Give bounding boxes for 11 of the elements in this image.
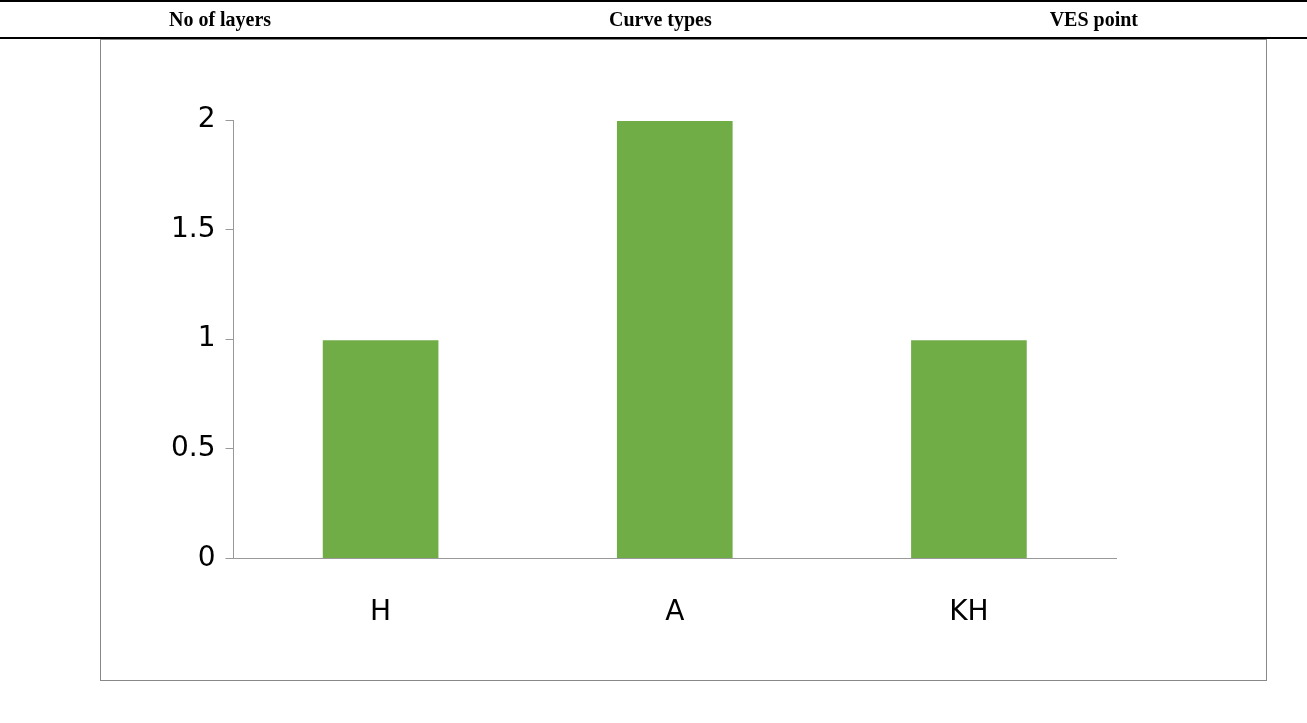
text: No of layers (168, 8, 272, 31)
x-tick-label: A (665, 594, 685, 628)
text: VES point (1049, 8, 1139, 31)
y-tick-label: 0 (197, 539, 216, 573)
y-tick-label: 1 (197, 320, 216, 354)
y-tick-label: 1.5 (171, 210, 216, 244)
y-tick-label: 0.5 (171, 430, 216, 464)
x-tick-label: KH (949, 594, 989, 628)
y-tick-label: 2 (197, 101, 216, 135)
text: Curve types (609, 8, 712, 31)
x-tick-label: H (370, 594, 392, 628)
